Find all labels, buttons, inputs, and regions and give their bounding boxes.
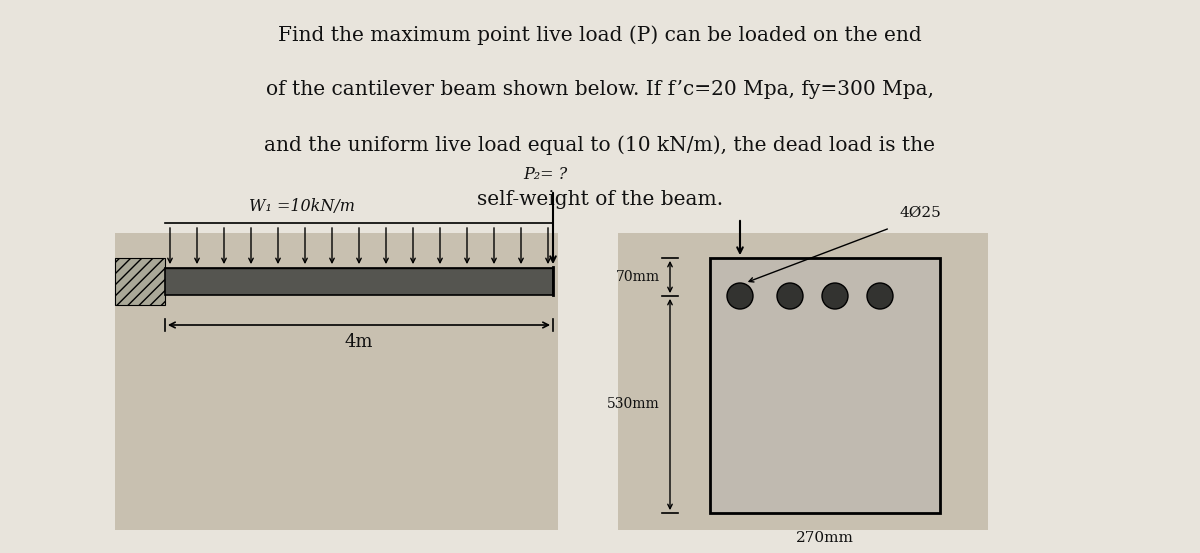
Text: 4m: 4m	[344, 333, 373, 351]
Bar	[710, 258, 940, 513]
Text: W₁ =10kN/m: W₁ =10kN/m	[248, 198, 354, 215]
Text: Find the maximum point live load (P) can be loaded on the end: Find the maximum point live load (P) can…	[278, 25, 922, 45]
Circle shape	[778, 283, 803, 309]
Bar	[115, 233, 558, 530]
Text: P₂= ?: P₂= ?	[523, 166, 568, 183]
Text: 70mm: 70mm	[616, 270, 660, 284]
Bar	[166, 268, 553, 295]
Text: self-weight of the beam.: self-weight of the beam.	[476, 190, 724, 209]
Text: and the uniform live load equal to (10 kN/m), the dead load is the: and the uniform live load equal to (10 k…	[264, 135, 936, 155]
Circle shape	[866, 283, 893, 309]
Text: 270mm: 270mm	[796, 531, 854, 545]
Circle shape	[822, 283, 848, 309]
Text: of the cantilever beam shown below. If f’c=20 Mpa, fy=300 Mpa,: of the cantilever beam shown below. If f…	[266, 80, 934, 99]
Bar	[618, 233, 988, 530]
Text: 4Ø25: 4Ø25	[900, 206, 942, 220]
Bar	[115, 258, 166, 305]
Text: 530mm: 530mm	[607, 398, 660, 411]
Circle shape	[727, 283, 754, 309]
